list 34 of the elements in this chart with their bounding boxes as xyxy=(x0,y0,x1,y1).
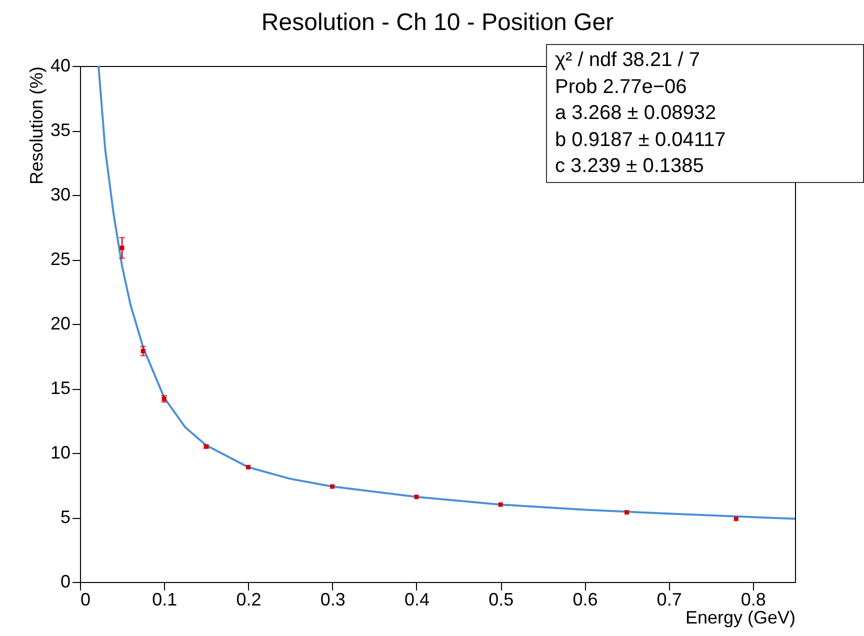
x-tick-label: 0 xyxy=(80,590,91,610)
point xyxy=(330,484,335,489)
y-axis-title: Resolution (%) xyxy=(26,66,46,185)
point xyxy=(140,348,146,354)
x-tick-label: 0.7 xyxy=(656,590,682,610)
x-tick-label: 0.8 xyxy=(740,590,766,610)
point xyxy=(120,246,124,250)
y-tick-label: 30 xyxy=(50,184,70,204)
point xyxy=(498,502,503,507)
y-tick-label: 25 xyxy=(50,249,70,269)
annotation: χ² / ndf 38.21 / 7 xyxy=(555,48,702,73)
x-tick-label: 0.5 xyxy=(488,590,514,610)
y-tick-label: 5 xyxy=(60,507,70,527)
chart-title: Resolution - Ch 10 - Position Ger xyxy=(261,9,614,36)
x-tick-label: 0.3 xyxy=(320,590,346,610)
point xyxy=(734,516,738,522)
x-tick-label: 0.4 xyxy=(404,590,430,610)
y-tick-label: 15 xyxy=(50,378,70,398)
annotation: a 3.268 ± 0.08932 xyxy=(555,101,718,126)
x-tick-label: 0.2 xyxy=(236,590,262,610)
y-tick-label: 40 xyxy=(50,56,70,76)
point xyxy=(414,494,419,500)
y-tick-label: 20 xyxy=(50,314,70,334)
annotation: c 3.239 ± 0.1385 xyxy=(555,154,705,179)
y-tick-label: 0 xyxy=(60,572,70,592)
x-tick-label: 0.1 xyxy=(152,590,178,610)
x-axis-title: Energy (GeV) xyxy=(685,608,796,628)
y-tick-label: 10 xyxy=(50,442,70,462)
annotation: Prob 2.77e−06 xyxy=(555,74,688,100)
y-tick-label: 35 xyxy=(50,120,70,140)
point xyxy=(624,510,629,515)
point xyxy=(246,464,250,470)
annotation: b 0.9187 ± 0.04117 xyxy=(555,128,727,152)
x-tick-label: 0.6 xyxy=(572,590,598,610)
